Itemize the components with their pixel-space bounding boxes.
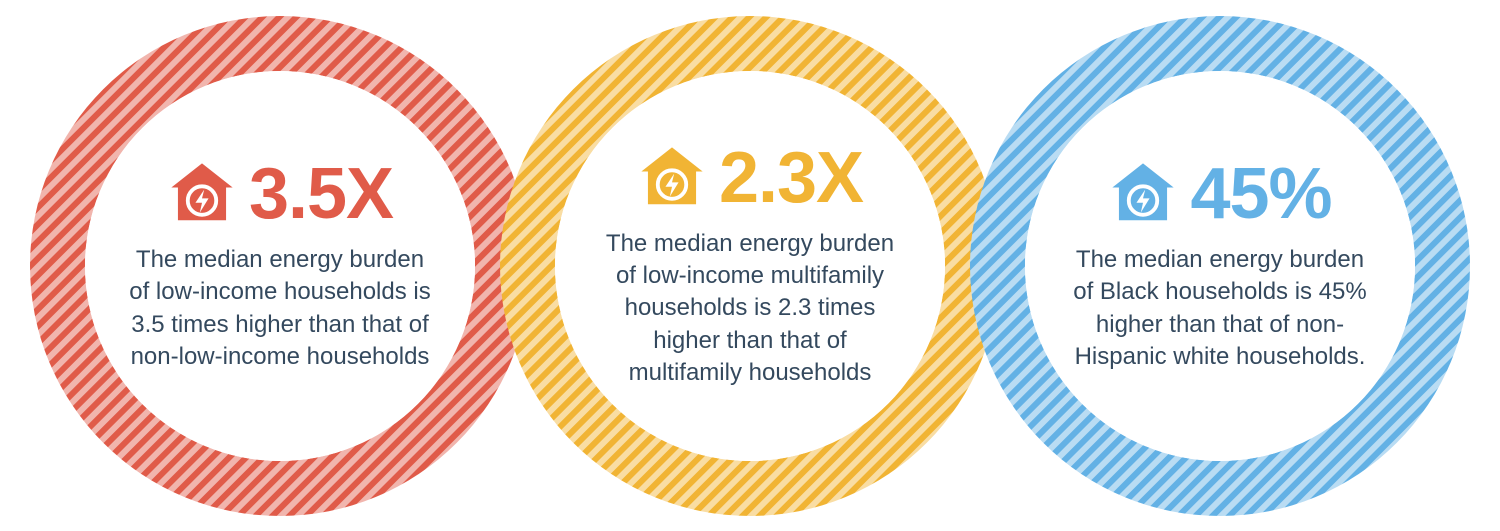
stat-description: The median energy burden of low-income m… — [595, 228, 905, 390]
energy-house-icon — [637, 143, 707, 213]
stat-circle-multifamily: 2.3X The median energy burden of low-inc… — [500, 16, 1000, 516]
circle-inner: 45% The median energy burden of Black ho… — [1025, 71, 1415, 461]
stat-circle-black-households: 45% The median energy burden of Black ho… — [970, 16, 1470, 516]
energy-house-icon — [167, 159, 237, 229]
stat-circle-low-income: 3.5X The median energy burden of low-inc… — [30, 16, 530, 516]
stat-description: The median energy burden of low-income h… — [125, 244, 435, 374]
circle-inner: 3.5X The median energy burden of low-inc… — [85, 71, 475, 461]
stat-row: 2.3X — [637, 142, 863, 214]
stat-value: 3.5X — [249, 158, 393, 230]
stat-description: The median energy burden of Black househ… — [1065, 244, 1375, 374]
stat-row: 45% — [1108, 158, 1331, 230]
energy-house-icon — [1108, 159, 1178, 229]
stat-value: 2.3X — [719, 142, 863, 214]
stat-row: 3.5X — [167, 158, 393, 230]
circle-inner: 2.3X The median energy burden of low-inc… — [555, 71, 945, 461]
infographic-container: 3.5X The median energy burden of low-inc… — [0, 0, 1500, 531]
stat-value: 45% — [1190, 158, 1331, 230]
